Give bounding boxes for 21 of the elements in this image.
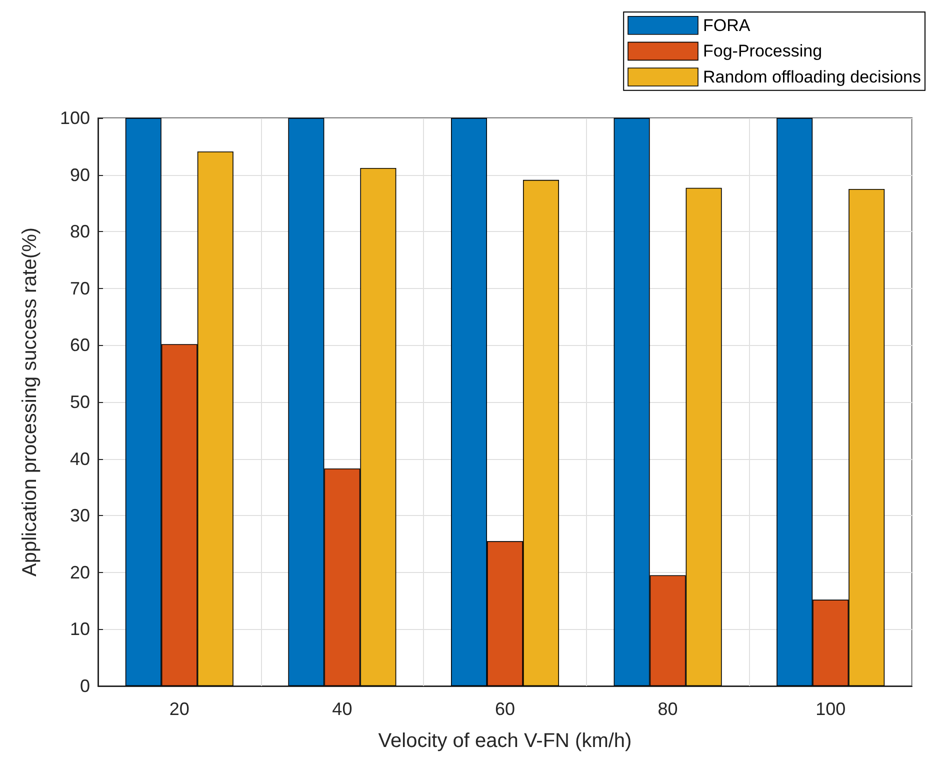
- x-tick-label: 20: [169, 699, 190, 719]
- x-tick-label: 100: [816, 699, 846, 719]
- y-tick-label: 10: [70, 619, 90, 640]
- y-tick-label: 100: [60, 108, 90, 128]
- y-tick-label: 40: [70, 448, 90, 469]
- y-tick-label: 20: [70, 562, 90, 582]
- x-tick-label: 80: [658, 699, 678, 719]
- x-tick-label: 60: [494, 699, 516, 719]
- y-tick-label: 70: [70, 278, 90, 298]
- legend-label: FORA: [703, 16, 751, 35]
- legend-label: Random offloading decisions: [703, 68, 922, 86]
- y-tick-label: 50: [70, 392, 90, 412]
- y-axis-title: Application processing success rate(%): [19, 227, 41, 577]
- y-tick-label: 30: [70, 506, 90, 526]
- y-tick-label: 80: [70, 222, 90, 242]
- x-tick-label: 40: [332, 699, 352, 719]
- x-axis-title: Velocity of each V-FN (km/h): [378, 730, 632, 752]
- y-tick-label: 0: [80, 676, 90, 696]
- legend-label: Fog-Processing: [703, 42, 822, 61]
- y-tick-label: 90: [70, 164, 90, 185]
- y-tick-label: 60: [70, 335, 90, 356]
